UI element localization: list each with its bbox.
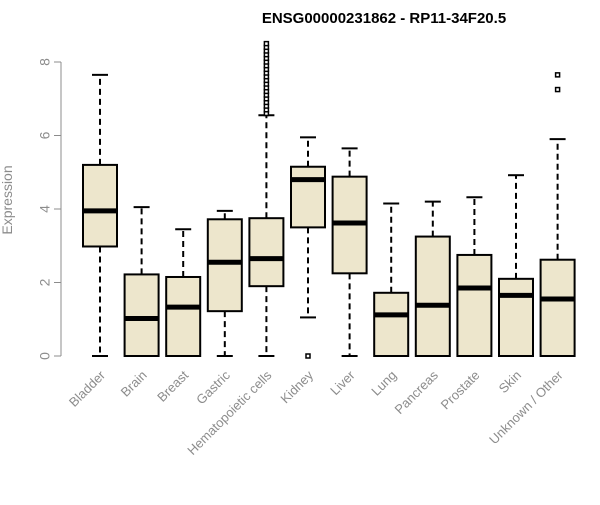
box-body [248, 217, 285, 288]
box-liver [331, 147, 368, 357]
box-body [456, 253, 493, 357]
chart-title: ENSG00000231862 - RP11-34F20.5 [262, 10, 506, 27]
box-unknown-other [539, 72, 576, 357]
box-body [123, 273, 160, 358]
outlier-point [305, 353, 311, 359]
y-tick-label: 6 [37, 131, 53, 139]
box-body [206, 218, 243, 313]
box-pancreas [414, 200, 451, 357]
x-category-label: Kidney [277, 367, 316, 406]
box-bladder [82, 73, 118, 357]
x-category-label: Skin [496, 368, 524, 396]
box-prostate [456, 196, 493, 357]
x-category-label: Gastric [193, 367, 233, 407]
outlier-point [554, 86, 561, 93]
y-tick-label: 8 [37, 58, 53, 66]
x-category-label: Unknown / Other [486, 367, 566, 447]
box-hematopoietic-cells [248, 40, 285, 357]
box-body [498, 277, 534, 358]
box-body [414, 235, 451, 357]
y-tick-label: 4 [37, 205, 53, 213]
x-category-label: Brain [118, 368, 150, 400]
box-body [165, 275, 202, 357]
box-breast [165, 228, 202, 357]
x-category-label: Bladder [66, 367, 109, 410]
y-tick-label: 2 [37, 278, 53, 286]
outlier-point [263, 40, 270, 47]
x-category-label: Prostate [438, 368, 483, 413]
x-category-label: Liver [327, 367, 358, 398]
box-kidney [290, 136, 326, 359]
box-body [539, 258, 576, 357]
x-category-label: Lung [368, 368, 399, 399]
x-category-label: Breast [154, 367, 191, 404]
y-tick-label: 0 [37, 352, 53, 360]
box-lung [373, 202, 410, 358]
box-gastric [206, 209, 243, 357]
box-skin [498, 174, 534, 358]
box-body [290, 165, 326, 229]
outlier-point [554, 72, 561, 78]
box-body [373, 291, 410, 358]
box-brain [123, 206, 160, 358]
box-body [82, 163, 118, 248]
y-axis-label: Expression [0, 165, 15, 234]
y-axis: 0 2 4 6 8 [37, 58, 62, 360]
x-category-label: Pancreas [391, 367, 441, 417]
boxes-group [82, 40, 576, 359]
